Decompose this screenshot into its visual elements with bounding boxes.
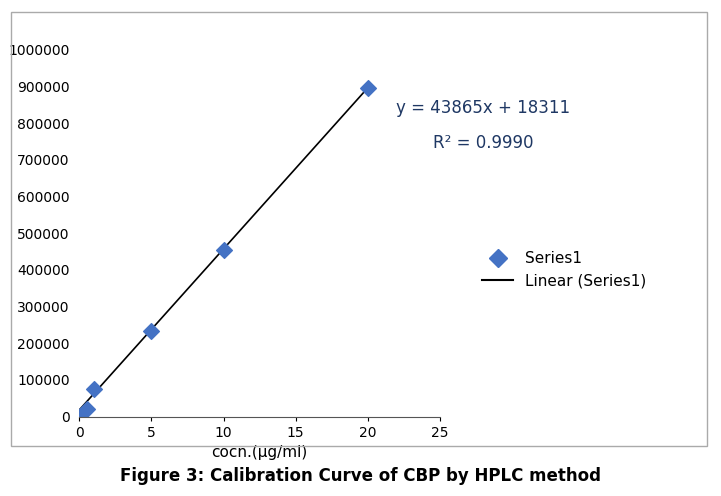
Text: R² = 0.9990: R² = 0.9990 — [433, 134, 534, 152]
Text: Figure 3: Calibration Curve of CBP by HPLC method: Figure 3: Calibration Curve of CBP by HP… — [120, 467, 601, 485]
X-axis label: cocn.(μg/ml): cocn.(μg/ml) — [211, 445, 308, 460]
Y-axis label: Area: Area — [0, 215, 3, 251]
Legend: Series1, Linear (Series1): Series1, Linear (Series1) — [477, 245, 653, 295]
Point — [74, 413, 85, 421]
Point — [218, 246, 229, 253]
Point — [81, 405, 92, 413]
Point — [362, 84, 373, 92]
Point — [88, 385, 99, 393]
Point — [146, 327, 157, 335]
Text: y = 43865x + 18311: y = 43865x + 18311 — [396, 99, 570, 117]
